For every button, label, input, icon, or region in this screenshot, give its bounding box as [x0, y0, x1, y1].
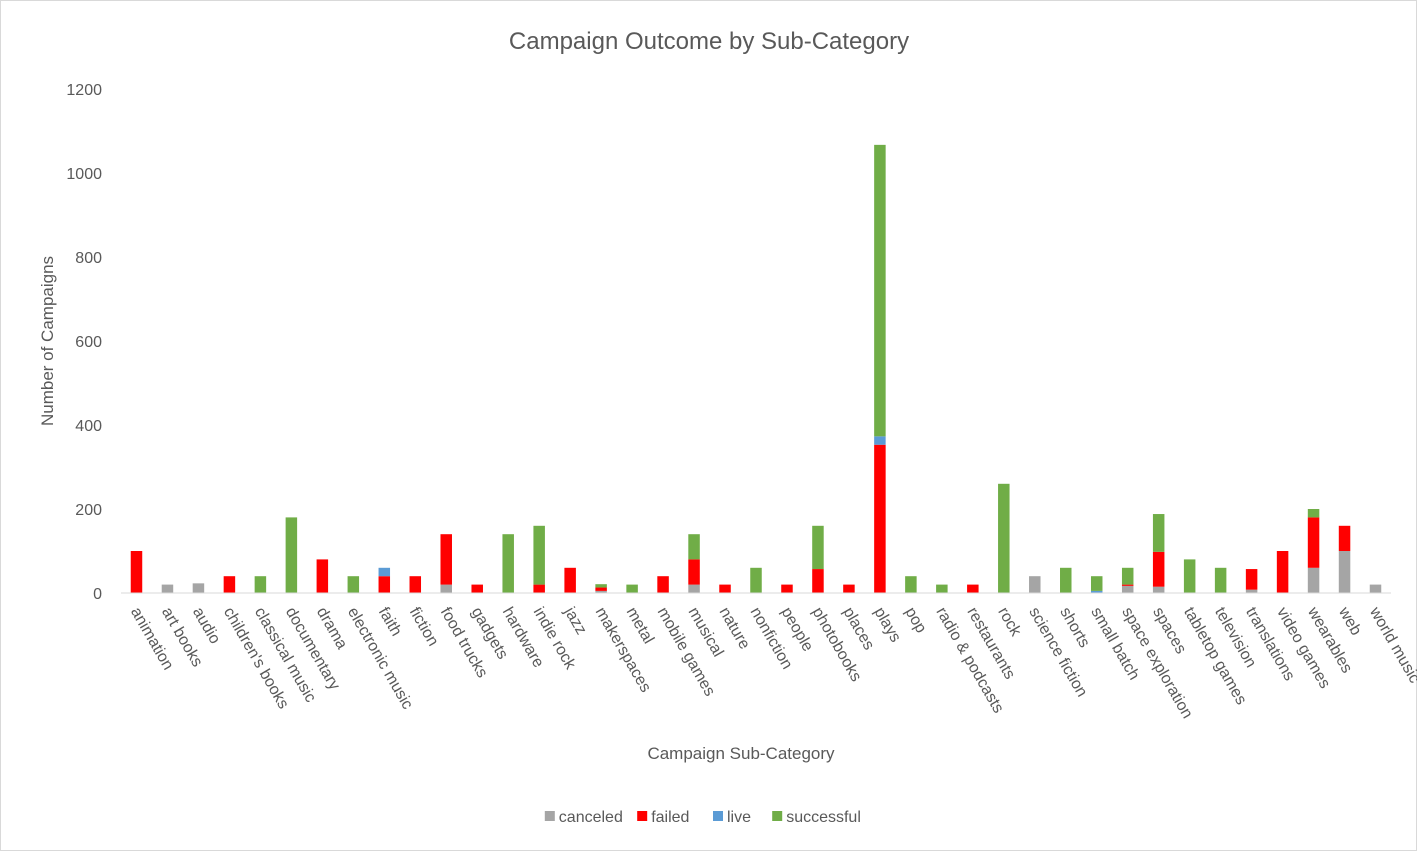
bar-segment-failed	[1245, 569, 1258, 590]
bar-segment-successful	[1307, 509, 1320, 518]
bar-segment-successful	[1214, 567, 1227, 593]
bar-segment-failed	[781, 584, 793, 593]
bar-segment-successful	[1121, 567, 1134, 585]
bar-segment-canceled	[1369, 584, 1382, 593]
bar-segment-failed	[533, 584, 545, 593]
category-label: science fiction	[1025, 605, 1090, 701]
legend-label-successful: successful	[786, 809, 861, 826]
bar-segment-canceled	[1338, 551, 1351, 593]
bar-segment-canceled	[1121, 585, 1134, 593]
bars-group	[130, 144, 1382, 593]
legend-label-canceled: canceled	[559, 809, 623, 826]
bar-segment-successful	[1152, 514, 1165, 552]
bar-segment-failed	[595, 587, 607, 591]
category-label: jazz	[560, 604, 589, 638]
category-label: pop	[901, 605, 929, 637]
bar-segment-successful	[936, 584, 948, 593]
bar-segment-successful	[812, 525, 824, 570]
legend-swatch-live	[713, 811, 723, 821]
bar-segment-failed	[409, 576, 422, 593]
bar-segment-failed	[223, 576, 236, 593]
category-label: rock	[994, 605, 1024, 641]
bar-segment-failed	[812, 569, 824, 593]
bar-segment-live	[874, 436, 886, 445]
bar-segment-successful	[688, 534, 700, 560]
bar-segment-canceled	[1245, 589, 1258, 593]
y-tick-label: 200	[75, 502, 102, 519]
bar-segment-successful	[750, 567, 762, 593]
bar-segment-successful	[1183, 559, 1196, 593]
y-tick-label: 800	[75, 250, 102, 267]
y-tick-label: 1000	[66, 166, 102, 183]
bar-segment-failed	[967, 584, 979, 593]
legend: canceled failed live successful	[544, 809, 861, 826]
bar-segment-failed	[1152, 551, 1165, 587]
category-label: faith	[375, 605, 405, 640]
bar-segment-failed	[874, 444, 886, 593]
legend-swatch-successful	[772, 811, 783, 821]
y-tick-label: 400	[75, 418, 102, 435]
bar-segment-failed	[1338, 525, 1351, 551]
bar-segment-successful	[1090, 576, 1103, 591]
bar-segment-successful	[285, 517, 298, 593]
chart-title: Campaign Outcome by Sub-Category	[509, 28, 909, 55]
bar-segment-canceled	[192, 583, 205, 593]
bar-segment-successful	[626, 584, 638, 593]
bar-segment-failed	[440, 534, 452, 585]
bar-segment-successful	[595, 584, 607, 588]
bar-segment-failed	[130, 551, 143, 593]
bar-segment-successful	[1060, 567, 1072, 593]
bar-segment-failed	[688, 559, 700, 585]
bar-segment-canceled	[1152, 586, 1165, 593]
bar-segment-failed	[316, 559, 329, 593]
bar-segment-successful	[254, 576, 267, 593]
y-axis-title: Number of Campaigns	[38, 256, 57, 426]
bar-segment-canceled	[161, 584, 174, 593]
x-axis-title: Campaign Sub-Category	[647, 744, 835, 763]
category-label: plays	[870, 605, 903, 646]
bar-segment-failed	[564, 567, 576, 593]
bar-segment-failed	[471, 584, 483, 593]
bar-segment-live	[1090, 590, 1103, 593]
category-label: fiction	[406, 605, 442, 650]
bar-segment-successful	[502, 534, 514, 593]
bar-segment-canceled	[1307, 567, 1320, 593]
bar-segment-failed	[1121, 584, 1134, 586]
bar-segment-failed	[1307, 517, 1320, 568]
bar-segment-failed	[378, 576, 391, 593]
legend-swatch-canceled	[544, 811, 555, 821]
y-tick-label: 0	[93, 586, 102, 603]
bar-segment-failed	[657, 576, 669, 593]
bar-segment-successful	[533, 525, 545, 585]
category-label: world music	[1366, 604, 1417, 687]
bar-segment-canceled	[1029, 576, 1041, 593]
y-axis-ticks: 0 200 400 600 800 1000 1200	[66, 82, 102, 603]
bar-segment-canceled	[688, 584, 700, 593]
bar-segment-successful	[347, 576, 360, 593]
bar-segment-successful	[874, 144, 886, 437]
bar-segment-successful	[998, 483, 1010, 593]
bar-segment-failed	[719, 584, 731, 593]
legend-label-live: live	[727, 809, 751, 826]
bar-segment-failed	[843, 584, 855, 593]
bar-segment-canceled	[440, 584, 452, 593]
y-tick-label: 1200	[66, 82, 102, 99]
y-tick-label: 600	[75, 334, 102, 351]
category-label: web	[1335, 604, 1365, 639]
bar-segment-successful	[905, 576, 917, 593]
legend-label-failed: failed	[651, 809, 689, 826]
bar-segment-failed	[1276, 551, 1289, 593]
bar-segment-live	[378, 567, 391, 577]
legend-swatch-failed	[637, 811, 648, 821]
bar-segment-canceled	[595, 590, 607, 593]
